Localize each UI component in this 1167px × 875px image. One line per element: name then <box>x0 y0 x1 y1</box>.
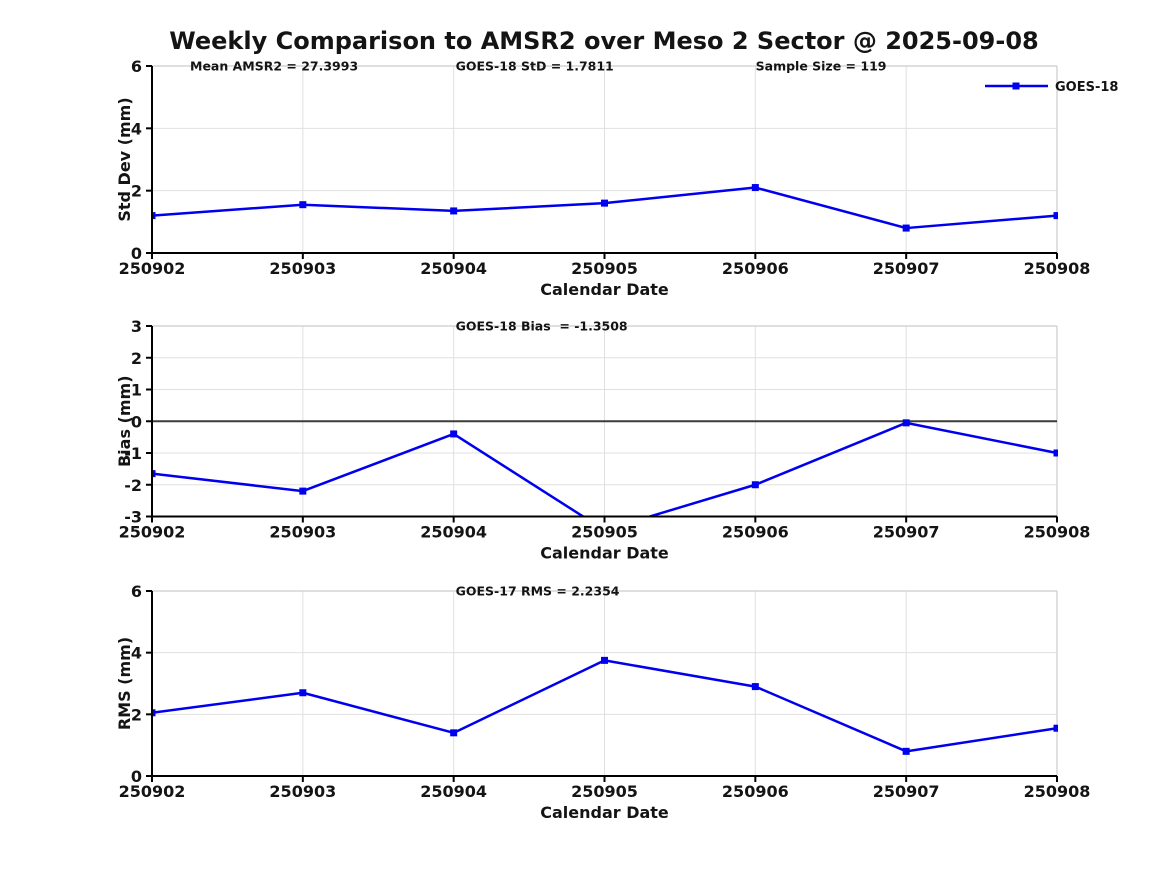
x-tick-label: 250905 <box>571 782 638 801</box>
y-tick-label: 0 <box>131 244 142 263</box>
y-tick-label: 4 <box>131 119 142 138</box>
x-tick-label: 250904 <box>420 523 487 542</box>
bias-annotation: GOES-18 Bias = -1.3508 <box>456 319 628 334</box>
x-tick-label: 250907 <box>873 782 940 801</box>
x-tick-label: 250908 <box>1024 523 1091 542</box>
y-tick-label: 1 <box>131 381 142 400</box>
x-tick-label: 250902 <box>119 782 186 801</box>
y-tick-label: 2 <box>131 182 142 201</box>
x-tick-label: 250904 <box>420 782 487 801</box>
y-tick-label: -3 <box>124 508 142 527</box>
data-point-marker <box>751 481 759 489</box>
x-tick-label: 250908 <box>1024 782 1091 801</box>
data-point-marker <box>1053 449 1058 457</box>
x-tick-label: 250902 <box>119 259 186 278</box>
figure-title: Weekly Comparison to AMSR2 over Meso 2 S… <box>169 27 1039 55</box>
y-tick-label: -2 <box>124 476 142 495</box>
y-axis-ticks: -3 -2 -1 0 1 2 3 <box>124 317 152 527</box>
std-dev-chart: 250902 250903 250904 250905 250906 250907 2509… <box>115 57 1118 299</box>
std-dev-x-axis-label: Calendar Date <box>540 280 669 299</box>
bias-x-axis-label: Calendar Date <box>540 544 669 563</box>
grid-lines <box>152 65 1058 253</box>
x-axis-ticks: 250902 250903 250904 250905 250906 250907 2509… <box>119 253 1091 278</box>
std-dev-annotation: Sample Size = 119 <box>756 59 887 74</box>
rms-y-axis-label: RMS (mm) <box>115 637 134 730</box>
std-dev-annotation: Mean AMSR2 = 27.3993 <box>190 59 358 74</box>
data-point-marker <box>299 201 307 209</box>
std-dev-annotation: GOES-18 StD = 1.7811 <box>456 59 614 74</box>
data-point-marker <box>902 224 910 232</box>
rms-x-axis-label: Calendar Date <box>540 803 669 822</box>
rms-series-group <box>152 656 1058 755</box>
data-point-marker <box>450 430 458 438</box>
x-axis-ticks: 250902 250903 250904 250905 250906 250907 2509… <box>119 776 1091 801</box>
data-point-marker <box>152 709 156 717</box>
x-tick-label: 250908 <box>1024 259 1091 278</box>
bias-y-axis-label: Bias (mm) <box>115 375 134 467</box>
y-axis-ticks: 0 2 4 6 <box>131 582 152 786</box>
legend-marker-sample <box>1012 82 1020 90</box>
y-tick-label: 2 <box>131 705 142 724</box>
legend: GOES-18 <box>985 80 1118 95</box>
x-tick-label: 250903 <box>269 782 336 801</box>
x-tick-label: 250903 <box>269 259 336 278</box>
y-tick-label: -1 <box>124 444 142 463</box>
y-tick-label: 6 <box>131 582 142 601</box>
data-point-marker <box>299 689 307 697</box>
data-point-marker <box>601 656 608 664</box>
rms-chart: 250902 250903 250904 250905 250906 250907 2509… <box>115 582 1090 822</box>
x-tick-label: 250906 <box>722 259 789 278</box>
y-tick-label: 6 <box>131 57 142 76</box>
x-tick-label: 250906 <box>722 523 789 542</box>
data-point-marker <box>601 199 608 207</box>
x-tick-label: 250902 <box>119 523 186 542</box>
std-dev-series-group <box>152 184 1058 232</box>
x-tick-label: 250905 <box>571 259 638 278</box>
data-point-marker <box>450 207 458 215</box>
data-point-marker <box>450 729 458 737</box>
x-tick-label: 250903 <box>269 523 336 542</box>
data-point-marker <box>751 683 759 691</box>
y-axis-ticks: 0 2 4 6 <box>131 57 152 263</box>
data-point-marker <box>751 184 759 192</box>
y-tick-label: 2 <box>131 349 142 368</box>
y-tick-label: 0 <box>131 767 142 786</box>
data-point-marker <box>1053 212 1058 220</box>
data-point-marker <box>152 212 156 220</box>
x-tick-label: 250905 <box>571 523 638 542</box>
rms-annotation: GOES-17 RMS = 2.2354 <box>456 584 620 599</box>
x-tick-label: 250904 <box>420 259 487 278</box>
y-tick-label: 4 <box>131 644 142 663</box>
y-tick-label: 0 <box>131 412 142 431</box>
data-point-marker <box>902 419 910 427</box>
std-dev-y-axis-label: Std Dev (mm) <box>115 97 134 221</box>
x-tick-label: 250907 <box>873 523 940 542</box>
legend-label: GOES-18 <box>1055 80 1118 95</box>
x-axis-ticks: 250902 250903 250904 250905 250906 250907 2509… <box>119 516 1091 542</box>
y-tick-label: 3 <box>131 317 142 336</box>
data-point-marker <box>152 470 156 478</box>
bias-chart: 250902 250903 250904 250905 250906 250907 2509… <box>115 317 1090 563</box>
data-point-marker <box>1053 724 1058 732</box>
x-tick-label: 250907 <box>873 259 940 278</box>
bias-series-group <box>152 419 1058 517</box>
data-point-marker <box>902 747 910 755</box>
x-tick-label: 250906 <box>722 782 789 801</box>
data-point-marker <box>299 487 307 495</box>
